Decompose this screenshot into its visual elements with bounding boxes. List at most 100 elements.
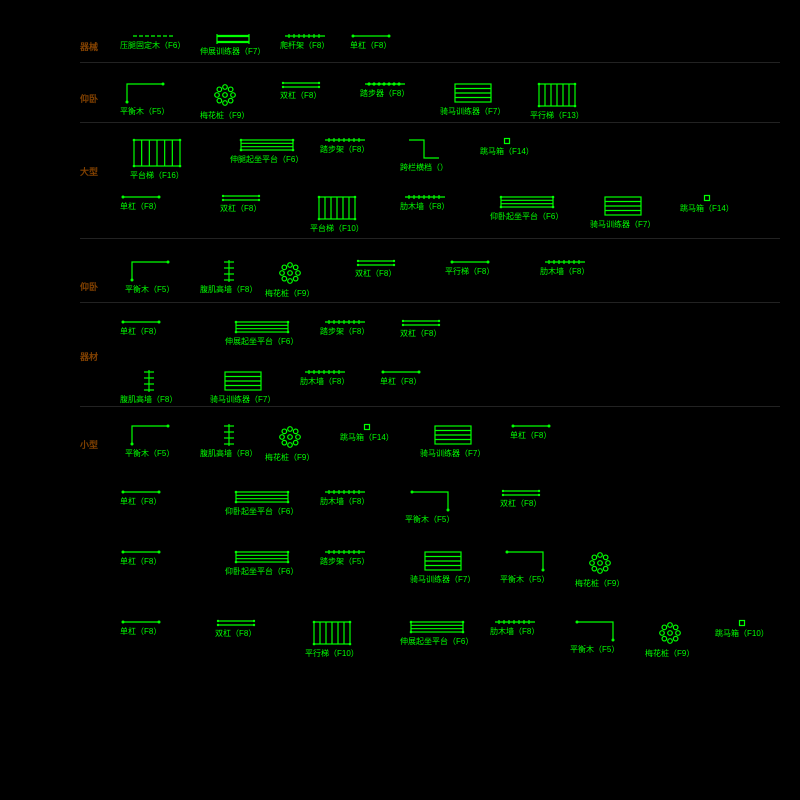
legend-item-climb_frame: 肋木墙（F8） [320, 490, 369, 507]
legend-item-label: 双杠（F8） [215, 628, 256, 639]
section-divider [80, 62, 780, 63]
legend-item-l_beam_rev: 平衡木（F5） [500, 550, 549, 585]
legend-item-single_bar: 单杠（F8） [120, 320, 161, 337]
legend-item-double_bar: 双杠（F8） [220, 195, 261, 214]
legend-item-step_bracket: 跨栏横档（） [400, 138, 448, 173]
legend-item-parallel_bars_big: 平台梯（F16） [130, 138, 184, 181]
section-label: 大型 [80, 165, 98, 178]
legend-item-label: 骑马训练器（F7） [590, 219, 655, 230]
legend-item-stool: 跳马箱（F10） [715, 620, 769, 639]
section-divider [80, 302, 780, 303]
legend-item-climb_net_tall: 腹肌高墙（F8） [120, 370, 177, 405]
legend-item-single_bar: 单杠（F8） [380, 370, 421, 387]
legend-item-label: 跳马箱（F14） [480, 146, 534, 157]
legend-item-label: 平衡木（F5） [125, 284, 174, 295]
legend-item-label: 踏步架（F8） [320, 326, 369, 337]
legend-item-l_beam_rev: 平衡木（F5） [570, 620, 619, 655]
legend-item-label: 单杠（F8） [120, 496, 161, 507]
legend-item-label: 单杠（F8） [510, 430, 551, 441]
legend-item-label: 单杠（F8） [120, 326, 161, 337]
legend-item-parallel_bars: 平行梯（F13） [530, 82, 584, 121]
legend-item-label: 双杠（F8） [280, 90, 321, 101]
legend-item-label: 跳马箱（F10） [715, 628, 769, 639]
legend-item-label: 梅花桩（F9） [575, 578, 624, 589]
legend-item-single_bar: 单杠（F8） [120, 195, 161, 212]
legend-item-double_bar: 双杠（F8） [215, 620, 256, 639]
legend-item-plum_piles: 梅花桩（F9） [575, 550, 624, 589]
legend-item-single_bar: 单杠（F8） [120, 550, 161, 567]
legend-item-label: 肋木墙（F8） [400, 201, 449, 212]
legend-item-platform_h: 伸腿起坐平台（F6） [230, 138, 303, 165]
legend-item-label: 跨栏横档（） [400, 162, 448, 173]
legend-item-single_bar: 单杠（F8） [350, 34, 391, 51]
legend-item-label: 肋木墙（F8） [490, 626, 539, 637]
legend-item-label: 骑马训练器（F7） [210, 394, 275, 405]
legend-item-l_beam: 平衡木（F5） [125, 424, 174, 459]
legend-item-label: 单杠（F8） [380, 376, 421, 387]
legend-item-label: 腹肌高墙（F8） [200, 284, 257, 295]
section-label: 器材 [80, 350, 98, 363]
legend-item-label: 平台梯（F10） [310, 223, 364, 234]
legend-item-label: 单杠（F8） [350, 40, 391, 51]
legend-item-label: 平行梯（F8） [445, 266, 494, 277]
section-divider [80, 122, 780, 123]
legend-item-climb_net_tall: 腹肌高墙（F8） [200, 424, 257, 459]
legend-item-climb_frame: 踏步架（F5） [320, 550, 369, 567]
legend-item-label: 平衡木（F5） [500, 574, 549, 585]
legend-item-platform_h: 伸展起坐平台（F6） [225, 320, 298, 347]
legend-item-label: 平衡木（F5） [120, 106, 169, 117]
legend-item-label: 单杠（F8） [120, 626, 161, 637]
legend-item-label: 单杠（F8） [120, 201, 161, 212]
legend-item-label: 梅花桩（F9） [645, 648, 694, 659]
legend-item-label: 踏步器（F8） [360, 88, 409, 99]
legend-item-label: 仰卧起坐平台（F6） [225, 566, 298, 577]
legend-item-label: 梅花桩（F9） [200, 110, 249, 121]
legend-item-climb_frame: 肋木墙（F8） [300, 370, 349, 387]
section-label: 仰卧 [80, 92, 98, 105]
legend-item-platform_h: 伸展起坐平台（F6） [400, 620, 473, 647]
legend-item-single_bar: 单杠（F8） [120, 620, 161, 637]
legend-item-climb_frame: 踏步架（F8） [320, 138, 369, 155]
legend-item-horse_trainer: 骑马训练器（F7） [410, 550, 475, 585]
legend-item-label: 梅花桩（F9） [265, 452, 314, 463]
legend-item-climb_frame: 肋木墙（F8） [490, 620, 539, 637]
legend-item-climb_frame: 肋木墙（F8） [540, 260, 589, 277]
legend-item-parallel_bars: 平台梯（F10） [310, 195, 364, 234]
legend-item-label: 仰卧起坐平台（F6） [225, 506, 298, 517]
section-label: 器械 [80, 40, 98, 53]
legend-item-horse_trainer: 骑马训练器（F7） [590, 195, 655, 230]
legend-item-climb_frame: 踏步架（F8） [320, 320, 369, 337]
legend-item-double_bar: 双杠（F8） [500, 490, 541, 509]
legend-item-climb_frame: 肋木墙（F8） [400, 195, 449, 212]
legend-item-label: 爬杆架（F8） [280, 40, 329, 51]
legend-item-stool: 跳马箱（F14） [480, 138, 534, 157]
legend-item-l_beam_rev: 平衡木（F5） [405, 490, 454, 525]
legend-item-label: 梅花桩（F9） [265, 288, 314, 299]
legend-item-label: 单杠（F8） [120, 556, 161, 567]
legend-item-label: 双杠（F8） [500, 498, 541, 509]
legend-item-label: 平行梯（F13） [530, 110, 584, 121]
legend-item-plum_piles: 梅花桩（F9） [265, 424, 314, 463]
legend-item-label: 平衡木（F5） [405, 514, 454, 525]
legend-item-label: 骑马训练器（F7） [420, 448, 485, 459]
legend-item-double_bar: 双杠（F8） [280, 82, 321, 101]
legend-item-label: 肋木墙（F8） [300, 376, 349, 387]
legend-item-label: 跳马箱（F14） [680, 203, 734, 214]
legend-item-label: 伸腿起坐平台（F6） [230, 154, 303, 165]
legend-item-plum_piles: 梅花桩（F9） [645, 620, 694, 659]
legend-item-single_bar: 单杠（F8） [120, 490, 161, 507]
legend-item-platform_h: 仰卧起坐平台（F6） [225, 550, 298, 577]
legend-item-stretch_trainer: 伸展训练器（F7） [200, 34, 265, 57]
legend-item-label: 跳马箱（F14） [340, 432, 394, 443]
section-label: 仰卧 [80, 280, 98, 293]
legend-item-single_bar: 平行梯（F8） [445, 260, 494, 277]
legend-item-label: 骑马训练器（F7） [410, 574, 475, 585]
legend-item-label: 伸展起坐平台（F6） [225, 336, 298, 347]
legend-item-double_bar: 双杠（F8） [355, 260, 396, 279]
legend-item-l_beam: 平衡木（F5） [125, 260, 174, 295]
legend-item-plum_piles: 梅花桩（F9） [265, 260, 314, 299]
legend-item-label: 踏步架（F8） [320, 144, 369, 155]
cad-legend-canvas: 器械压腿固定木（F6） 伸展训练器（F7）爬杆架（F8） 单杠（F8）仰卧 平衡… [0, 0, 800, 800]
legend-item-horse_trainer: 骑马训练器（F7） [210, 370, 275, 405]
legend-item-parallel_bars: 平行梯（F10） [305, 620, 359, 659]
